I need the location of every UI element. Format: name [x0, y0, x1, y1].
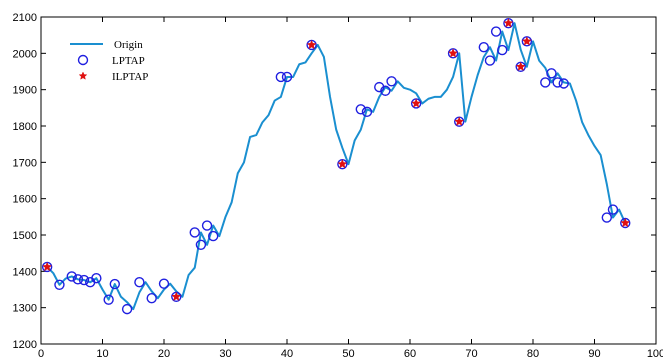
lptap-point [91, 273, 102, 284]
legend-circle-swatch [77, 54, 89, 66]
lptap-point [281, 71, 293, 83]
lptap-point [207, 230, 219, 242]
ilptap-point [42, 261, 53, 272]
lptap-point [355, 104, 366, 115]
y-tick-label: 1200 [13, 339, 37, 351]
lptap-point [103, 294, 114, 305]
x-tick-label: 70 [465, 348, 477, 359]
ilptap-point [620, 217, 631, 228]
y-tick-label: 1900 [13, 85, 37, 97]
lptap-point [109, 278, 121, 290]
ilptap-point [515, 61, 526, 71]
y-tick-label: 1300 [13, 303, 37, 315]
ilptap-point [448, 48, 458, 58]
y-tick-label: 1600 [13, 194, 37, 206]
lptap-point [490, 26, 502, 37]
ilptap-point [503, 18, 514, 28]
legend-label: LPTAP [112, 55, 145, 67]
x-tick-label: 0 [38, 348, 44, 359]
lptap-point [54, 279, 65, 290]
ilptap-point [171, 291, 182, 301]
ilptap-point [454, 116, 465, 126]
lptap-point [601, 212, 612, 223]
x-tick-label: 90 [588, 348, 600, 359]
legend-star-swatch [78, 71, 88, 80]
legend-label: ILPTAP [112, 71, 148, 83]
lptap-point [361, 106, 373, 118]
ilptap-point [337, 158, 348, 169]
lptap-point [607, 204, 619, 215]
series-origin-line [46, 22, 627, 311]
y-tick-label: 1700 [13, 157, 37, 169]
lptap-point [78, 274, 90, 286]
lptap-point [158, 278, 170, 289]
lptap-point [72, 274, 84, 285]
lptap-point [134, 277, 145, 288]
lptap-point [201, 220, 213, 231]
lptap-point [189, 227, 200, 238]
lptap-point [146, 293, 157, 304]
lptap-point [558, 78, 569, 89]
lptap-point [540, 77, 551, 88]
x-tick-label: 30 [219, 348, 231, 359]
lptap-point [386, 76, 397, 87]
lptap-point [552, 77, 563, 88]
y-tick-label: 2100 [13, 12, 37, 24]
lptap-point [121, 303, 133, 315]
lptap-point [478, 41, 489, 53]
lptap-point [66, 271, 77, 282]
x-tick-label: 60 [404, 348, 416, 359]
y-tick-label: 1400 [13, 266, 37, 278]
y-tick-label: 1500 [13, 230, 37, 242]
lptap-point [497, 44, 508, 56]
legend-label: Origin [114, 39, 143, 51]
x-tick-label: 50 [342, 348, 354, 359]
x-tick-label: 100 [647, 348, 663, 359]
lptap-point [195, 239, 207, 251]
x-tick-label: 80 [527, 348, 539, 359]
x-tick-label: 40 [281, 348, 293, 359]
lptap-point [546, 68, 557, 79]
lptap-point [380, 85, 391, 96]
lptap-point [275, 71, 287, 83]
y-tick-label: 2000 [13, 48, 37, 60]
y-tick-label: 1800 [13, 121, 37, 133]
x-tick-label: 10 [96, 348, 108, 359]
ilptap-point [521, 36, 532, 46]
ilptap-point [306, 39, 317, 50]
x-tick-label: 20 [158, 348, 170, 359]
ilptap-point [411, 98, 422, 108]
lptap-point [484, 55, 496, 66]
